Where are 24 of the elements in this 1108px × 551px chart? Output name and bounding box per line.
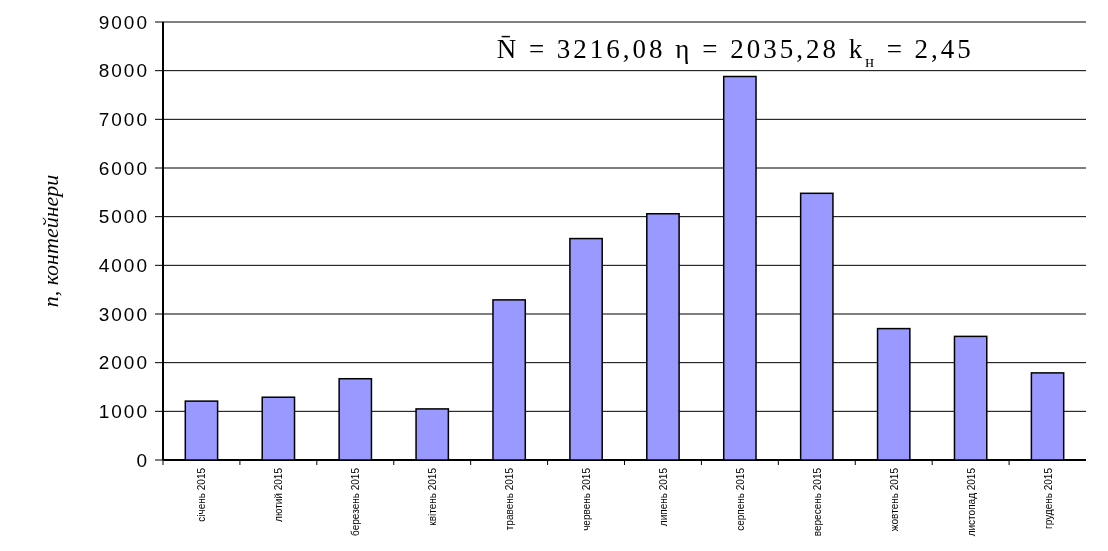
- y-tick-label: 1000: [98, 400, 149, 422]
- x-tick-label: листопад 2015: [965, 467, 977, 537]
- y-tick-label: 2000: [98, 352, 149, 374]
- x-tick-label: лютий 2015: [273, 467, 285, 522]
- y-tick-label: 7000: [98, 108, 149, 130]
- y-tick-label: 3000: [98, 303, 149, 325]
- x-tick-label: січень 2015: [196, 467, 208, 522]
- x-tick-label: червень 2015: [581, 467, 593, 531]
- y-tick-label: 0: [136, 449, 149, 471]
- x-tick-label: липень 2015: [657, 467, 669, 527]
- x-tick-label: грудень 2015: [1042, 467, 1054, 529]
- x-tick-label: квітень 2015: [427, 467, 439, 526]
- x-tick-label: серпень 2015: [734, 467, 746, 531]
- x-tick-label: жовтень 2015: [888, 467, 900, 532]
- x-tick-label: травень 2015: [504, 467, 516, 531]
- y-tick-label: 4000: [98, 254, 149, 276]
- annotation: N̄ = 3216,08 η = 2035,28 k$_{н}$ = 2,45: [496, 34, 974, 71]
- y-tick-label: 8000: [98, 60, 149, 82]
- x-tick-label: березень 2015: [350, 467, 362, 536]
- y-tick-label: 5000: [98, 206, 149, 228]
- y-tick-label: 6000: [98, 157, 149, 179]
- x-tick-label: вересень 2015: [811, 467, 823, 537]
- y-tick-label: 9000: [98, 11, 149, 33]
- y-axis-title: n, контейнери: [38, 174, 63, 308]
